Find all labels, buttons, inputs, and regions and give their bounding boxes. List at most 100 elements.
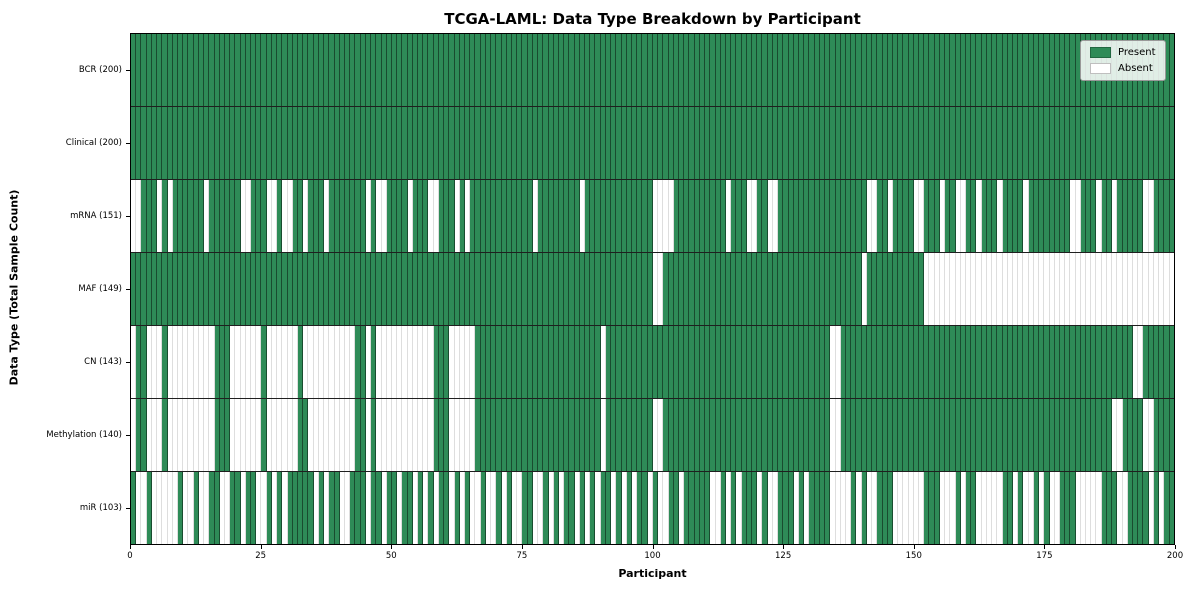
cell-present (590, 472, 596, 544)
cell-present (882, 180, 888, 252)
cell-present (621, 34, 627, 106)
cell-present (167, 107, 173, 179)
cell-absent (658, 399, 664, 471)
cell-present (966, 472, 972, 544)
cell-present (522, 180, 528, 252)
cell-present (851, 472, 857, 544)
cell-present (574, 107, 580, 179)
cell-present (976, 399, 982, 471)
cell-present (715, 326, 721, 398)
cell-present (725, 253, 732, 325)
cell-present (757, 253, 763, 325)
cell-absent (449, 326, 455, 398)
cell-present (605, 472, 612, 544)
cell-present (705, 326, 711, 398)
cell-present (668, 399, 674, 471)
cell-present (449, 253, 455, 325)
cell-present (136, 253, 142, 325)
cell-absent (391, 326, 398, 398)
cell-present (799, 253, 805, 325)
cell-present (235, 107, 241, 179)
cell-absent (256, 326, 262, 398)
cell-present (344, 180, 351, 252)
cell-present (1018, 107, 1024, 179)
cell-present (224, 253, 231, 325)
cell-present (444, 34, 450, 106)
cell-present (595, 34, 601, 106)
cell-present (971, 326, 977, 398)
cell-present (1033, 34, 1040, 106)
cell-absent (318, 326, 325, 398)
cell-present (689, 399, 695, 471)
cell-present (830, 180, 836, 252)
cell-absent (271, 472, 278, 544)
cell-present (1059, 399, 1066, 471)
cell-present (433, 399, 439, 471)
cell-present (647, 399, 653, 471)
cell-present (491, 180, 497, 252)
cell-absent (151, 326, 158, 398)
cell-present (678, 253, 685, 325)
cell-present (308, 180, 314, 252)
cell-absent (193, 326, 199, 398)
cell-present (157, 107, 163, 179)
cell-present (543, 34, 549, 106)
row-Methylation (131, 399, 1174, 472)
cell-present (621, 253, 627, 325)
cell-present (511, 399, 518, 471)
cell-absent (898, 472, 904, 544)
x-tick-label-25: 25 (255, 551, 267, 561)
cell-present (355, 472, 361, 544)
cell-present (872, 253, 878, 325)
cell-present (1002, 399, 1008, 471)
cell-present (224, 326, 231, 398)
cell-present (251, 472, 257, 544)
cell-present (204, 34, 210, 106)
cell-present (882, 34, 888, 106)
cell-present (793, 180, 799, 252)
cell-present (741, 107, 747, 179)
cell-absent (344, 472, 351, 544)
cell-present (230, 180, 236, 252)
cell-present (204, 107, 210, 179)
cell-present (167, 253, 173, 325)
cell-present (579, 326, 586, 398)
cell-absent (1127, 253, 1133, 325)
cell-absent (830, 399, 836, 471)
cell-present (752, 253, 758, 325)
x-tick-mark (521, 545, 523, 549)
cell-present (1007, 34, 1013, 106)
cell-present (887, 472, 893, 544)
cell-absent (835, 326, 841, 398)
cell-present (553, 34, 559, 106)
cell-present (1044, 472, 1050, 544)
cell-present (470, 180, 476, 252)
cell-present (668, 34, 674, 106)
cell-present (971, 34, 977, 106)
cell-present (830, 253, 836, 325)
cell-present (892, 107, 899, 179)
cell-present (177, 253, 184, 325)
cell-present (710, 253, 716, 325)
cell-present (632, 34, 638, 106)
cell-absent (146, 399, 152, 471)
cell-present (814, 107, 820, 179)
cell-present (616, 180, 622, 252)
cell-present (183, 180, 189, 252)
cell-absent (872, 472, 878, 544)
cell-present (141, 253, 147, 325)
cell-present (365, 253, 372, 325)
cell-absent (1049, 472, 1055, 544)
cell-absent (1086, 472, 1092, 544)
cell-present (1070, 326, 1076, 398)
cell-absent (277, 399, 283, 471)
cell-present (517, 253, 523, 325)
cell-present (496, 180, 502, 252)
cell-present (188, 34, 194, 106)
cell-absent (632, 472, 638, 544)
cell-present (658, 107, 664, 179)
cell-absent (647, 472, 653, 544)
cell-absent (470, 399, 476, 471)
cell-present (845, 180, 852, 252)
cell-present (167, 34, 173, 106)
